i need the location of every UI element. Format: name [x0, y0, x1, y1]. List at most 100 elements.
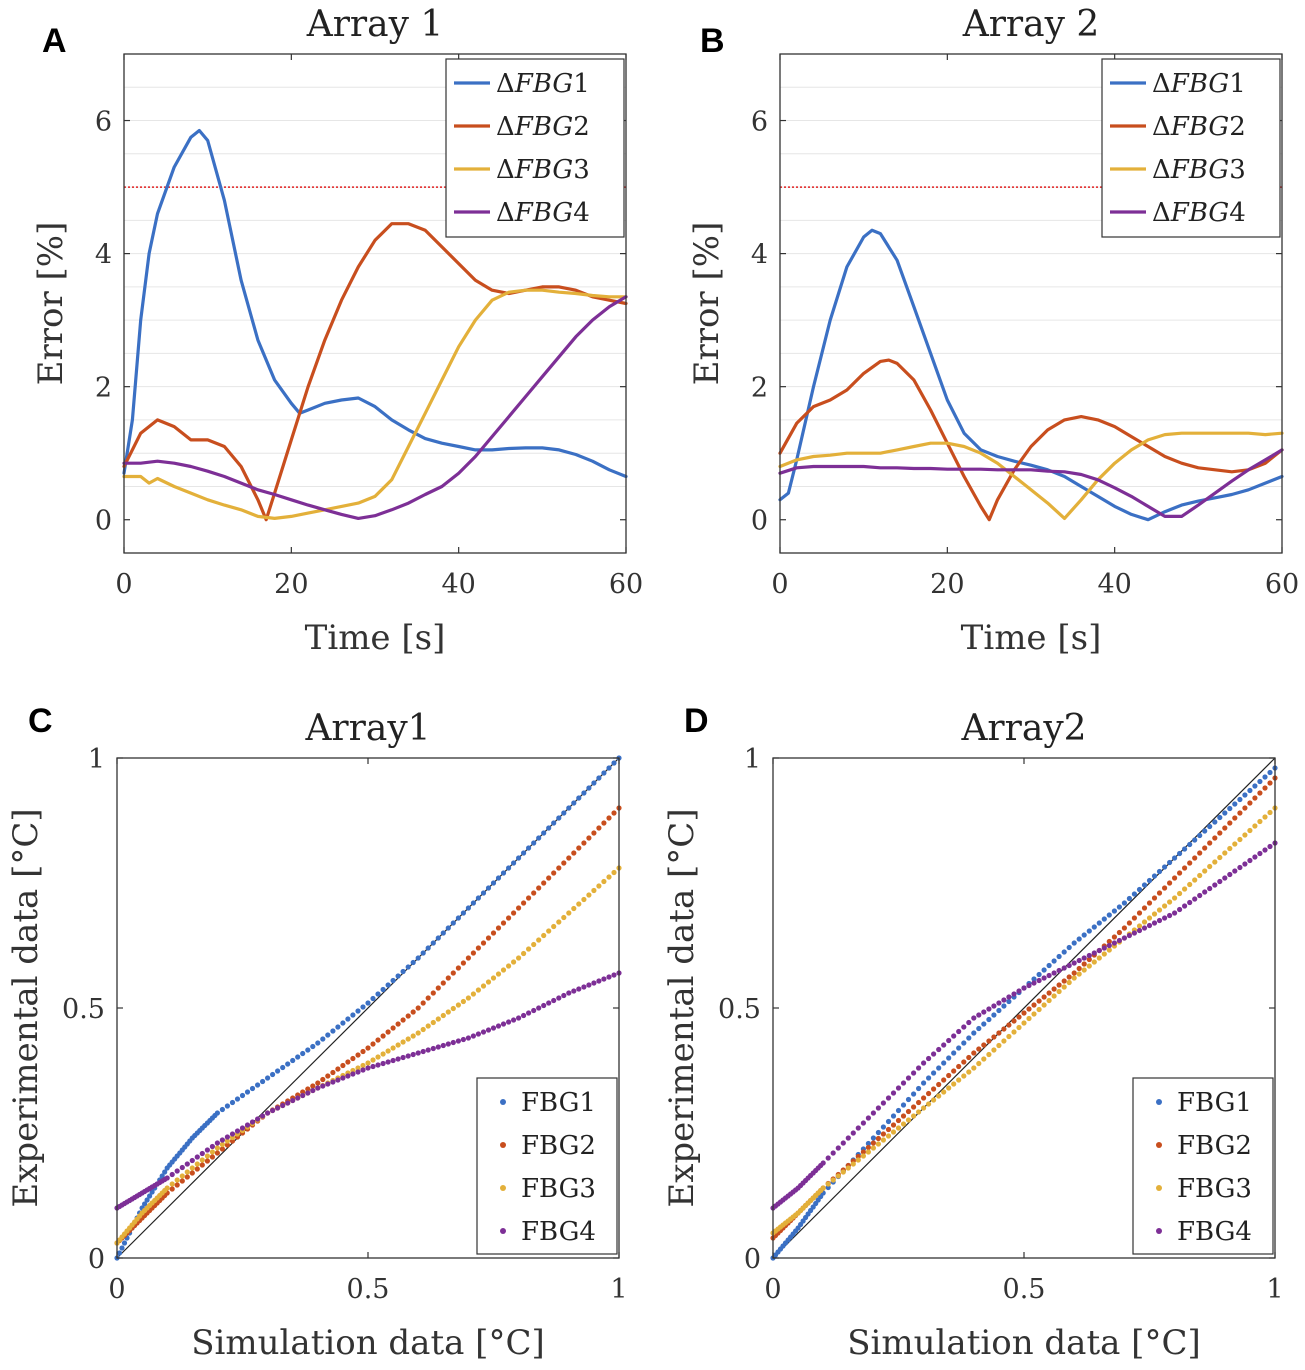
- scatter-point: [410, 1051, 416, 1058]
- scatter-point: [430, 1019, 436, 1026]
- scatter-point: [470, 950, 476, 956]
- scatter-point: [531, 941, 537, 948]
- scatter-point: [561, 914, 567, 921]
- scatter-point: [224, 1134, 230, 1140]
- scatter-point: [890, 1122, 897, 1128]
- scatter-point: [495, 875, 502, 881]
- scatter-point: [410, 959, 416, 966]
- scatter-point: [485, 979, 492, 985]
- legend-num: 2: [573, 112, 590, 142]
- scatter-point: [320, 1076, 326, 1083]
- scatter-point: [1202, 845, 1208, 851]
- scatter-point: [116, 1250, 123, 1256]
- scatter-point: [571, 988, 577, 994]
- scatter-point: [415, 1050, 421, 1056]
- scatter-point: [911, 1070, 917, 1076]
- scatter-point: [425, 1023, 431, 1029]
- scatter-point: [1167, 880, 1173, 886]
- x-tick-label: 20: [930, 569, 964, 600]
- scatter-point: [1136, 886, 1143, 893]
- scatter-point: [169, 1186, 175, 1192]
- scatter-point: [1001, 1026, 1007, 1032]
- legend-delta: Δ: [1152, 155, 1171, 185]
- scatter-point: [601, 820, 607, 826]
- scatter-point: [890, 1090, 897, 1096]
- scatter-point: [485, 1027, 492, 1033]
- scatter-point: [890, 1129, 897, 1135]
- scatter-point: [1242, 792, 1248, 798]
- scatter-point: [1232, 815, 1238, 821]
- scatter-point: [571, 850, 577, 856]
- scatter-point: [556, 919, 562, 925]
- scatter-point: [239, 1092, 246, 1099]
- scatter-point: [976, 1012, 982, 1018]
- scatter-point: [850, 1130, 856, 1136]
- scatter-point: [860, 1120, 867, 1126]
- legend-label: ΔFBG4: [1152, 198, 1246, 228]
- scatter-point: [365, 1060, 371, 1066]
- chart-title: Array 1: [306, 4, 444, 45]
- scatter-point: [305, 1086, 311, 1092]
- scatter-point: [480, 983, 487, 989]
- scatter-point: [931, 1051, 937, 1057]
- scatter-point: [510, 910, 517, 916]
- scatter-point: [500, 1021, 507, 1027]
- scatter-point: [895, 1085, 902, 1091]
- scatter-point: [1227, 805, 1233, 812]
- scatter-point: [1237, 810, 1243, 816]
- scatter-point: [591, 830, 597, 836]
- scatter-point: [255, 1116, 261, 1122]
- legend-label: ΔFBG2: [496, 112, 590, 142]
- scatter-point: [1096, 920, 1102, 926]
- scatter-point: [986, 1051, 992, 1058]
- scatter-point: [551, 820, 557, 826]
- scatter-point: [1232, 868, 1238, 874]
- scatter-point: [1106, 947, 1112, 953]
- scatter-point: [1136, 910, 1143, 916]
- scatter-point: [951, 1050, 957, 1056]
- scatter-point: [900, 1102, 907, 1108]
- scatter-point: [586, 835, 592, 841]
- scatter-point: [360, 1048, 366, 1055]
- scatter-point: [606, 974, 612, 980]
- scatter-point: [395, 973, 401, 979]
- scatter-point: [506, 915, 512, 921]
- panel-label: B: [700, 22, 725, 60]
- legend-delta: Δ: [496, 69, 515, 99]
- scatter-point: [365, 1065, 371, 1071]
- scatter-point: [1207, 863, 1213, 870]
- legend-label: FBG1: [521, 1088, 596, 1118]
- scatter-point: [1237, 796, 1243, 803]
- scatter-point: [516, 855, 522, 861]
- scatter-point: [1151, 873, 1158, 879]
- scatter-point: [991, 1012, 997, 1018]
- scatter-point: [941, 1089, 947, 1095]
- scatter-point: [435, 935, 441, 941]
- scatter-point: [1046, 962, 1052, 969]
- scatter-point: [1111, 934, 1117, 940]
- legend-label: ΔFBG3: [496, 155, 590, 185]
- scatter-point: [1252, 795, 1258, 801]
- scatter-point: [209, 1154, 215, 1160]
- legend-label: FBG3: [1177, 1174, 1252, 1204]
- scatter-point: [435, 985, 441, 991]
- scatter-point: [1021, 985, 1027, 991]
- scatter-point: [536, 937, 542, 943]
- scatter-point: [1081, 955, 1087, 961]
- legend-label: FBG1: [1177, 1088, 1252, 1118]
- scatter-point: [875, 1129, 882, 1136]
- x-tick-label: 1: [1266, 1274, 1283, 1305]
- scatter-point: [1162, 915, 1168, 921]
- scatter-point: [295, 1095, 301, 1101]
- scatter-point: [480, 940, 487, 946]
- scatter-point: [1237, 836, 1243, 843]
- scatter-point: [1156, 917, 1163, 924]
- scatter-point: [375, 991, 381, 997]
- scatter-point: [1172, 855, 1178, 861]
- scatter-point: [1061, 949, 1067, 955]
- scatter-point: [1001, 1038, 1007, 1044]
- scatter-point: [179, 1178, 185, 1184]
- scatter-point: [1232, 801, 1238, 807]
- x-tick-label: 0: [764, 1274, 781, 1305]
